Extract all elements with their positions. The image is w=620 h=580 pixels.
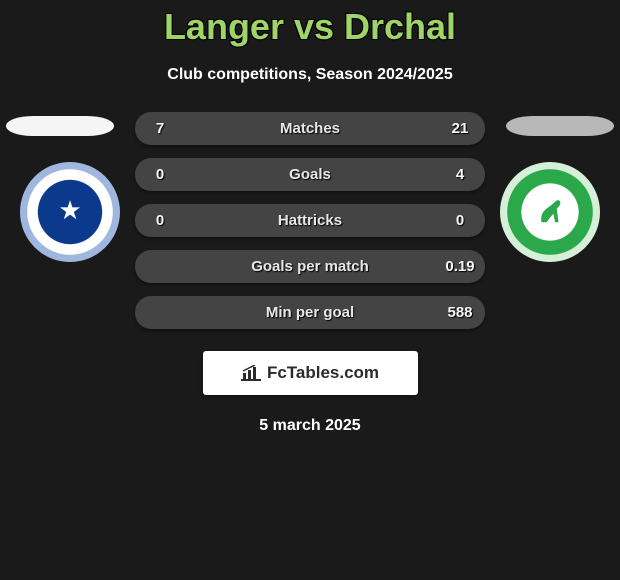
stat-row: 7 Matches 21 — [135, 112, 485, 145]
stat-right-value: 0.19 — [435, 258, 485, 275]
stat-label: Goals per match — [185, 258, 435, 275]
stat-label: Goals — [185, 166, 435, 183]
right-player-pill — [506, 116, 614, 136]
stat-left-value: 0 — [135, 166, 185, 183]
stat-row: 0 Hattricks 0 — [135, 204, 485, 237]
stat-right-value: 21 — [435, 120, 485, 137]
stats-table: 7 Matches 21 0 Goals 4 0 Hattricks 0 Goa… — [135, 112, 485, 329]
kangaroo-icon — [533, 195, 567, 229]
stat-right-value: 588 — [435, 304, 485, 321]
chart-icon — [241, 365, 261, 381]
right-team-badge — [500, 162, 600, 262]
left-player-pill — [6, 116, 114, 136]
stat-left-value: 0 — [135, 212, 185, 229]
stat-left-value: 7 — [135, 120, 185, 137]
branding-text: FcTables.com — [267, 363, 379, 383]
page-title: Langer vs Drchal — [0, 0, 620, 48]
branding-link[interactable]: FcTables.com — [203, 351, 418, 395]
date-label: 5 march 2025 — [0, 417, 620, 435]
stat-right-value: 4 — [435, 166, 485, 183]
stat-label: Min per goal — [185, 304, 435, 321]
comparison-panel: 7 Matches 21 0 Goals 4 0 Hattricks 0 Goa… — [0, 112, 620, 435]
stat-row: 0 Goals 4 — [135, 158, 485, 191]
left-team-badge — [20, 162, 120, 262]
stat-label: Matches — [185, 120, 435, 137]
stat-row: Min per goal 588 — [135, 296, 485, 329]
stat-label: Hattricks — [185, 212, 435, 229]
stat-right-value: 0 — [435, 212, 485, 229]
stat-row: Goals per match 0.19 — [135, 250, 485, 283]
subtitle: Club competitions, Season 2024/2025 — [0, 66, 620, 84]
